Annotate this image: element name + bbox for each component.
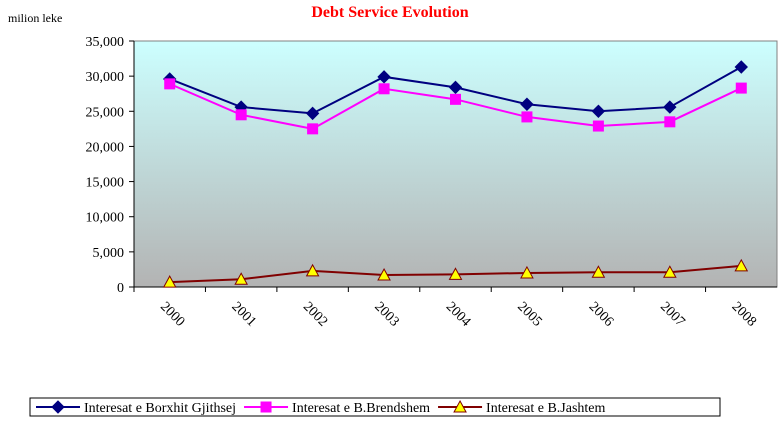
data-point bbox=[735, 82, 747, 94]
data-point bbox=[377, 268, 391, 281]
y-tick-label: 35,000 bbox=[86, 35, 125, 50]
data-point bbox=[307, 123, 319, 135]
y-axis-label: milion leke bbox=[8, 11, 62, 25]
y-tick-label: 15,000 bbox=[86, 176, 125, 191]
data-point bbox=[235, 109, 247, 121]
data-point bbox=[378, 83, 390, 95]
data-point bbox=[234, 272, 249, 285]
x-tick-label: 2000 bbox=[157, 299, 187, 329]
x-tick-label: 2003 bbox=[371, 299, 401, 329]
x-tick-label: 2006 bbox=[586, 299, 616, 329]
chart-title: Debt Service Evolution bbox=[311, 4, 468, 21]
data-point bbox=[448, 267, 463, 280]
data-point bbox=[734, 258, 749, 272]
x-tick-label: 2008 bbox=[729, 299, 759, 329]
legend-marker bbox=[260, 401, 272, 413]
legend-marker bbox=[453, 399, 467, 413]
legend-marker bbox=[51, 400, 65, 414]
y-tick-label: 0 bbox=[117, 281, 124, 296]
data-point bbox=[164, 78, 176, 90]
data-point bbox=[305, 263, 320, 277]
data-point bbox=[448, 80, 463, 95]
plot-area bbox=[133, 40, 778, 288]
y-tick-label: 30,000 bbox=[86, 70, 125, 85]
x-tick-label: 2002 bbox=[300, 299, 330, 329]
data-point bbox=[592, 120, 604, 132]
x-tick-label: 2004 bbox=[443, 299, 473, 329]
legend-label: Interesat e Borxhit Gjithsej bbox=[84, 401, 236, 416]
y-tick-label: 20,000 bbox=[86, 140, 125, 155]
x-tick-label: 2005 bbox=[514, 299, 544, 329]
data-point bbox=[591, 265, 606, 278]
data-point bbox=[305, 106, 320, 121]
x-tick-label: 2001 bbox=[228, 299, 258, 329]
data-point bbox=[591, 104, 606, 118]
legend-label: Interesat e B.Brendshem bbox=[292, 401, 430, 416]
x-tick-label: 2007 bbox=[657, 299, 687, 329]
data-point bbox=[664, 116, 676, 128]
data-point bbox=[662, 265, 677, 278]
legend bbox=[29, 397, 721, 417]
y-tick-label: 10,000 bbox=[86, 211, 125, 226]
data-point bbox=[450, 93, 461, 105]
y-tick-label: 5,000 bbox=[93, 246, 125, 261]
data-point bbox=[162, 275, 177, 288]
data-point bbox=[520, 97, 534, 111]
data-point bbox=[663, 100, 677, 114]
y-tick-label: 25,000 bbox=[86, 105, 125, 120]
data-point bbox=[521, 111, 533, 123]
data-point bbox=[377, 70, 391, 84]
data-point bbox=[520, 265, 534, 279]
legend-label: Interesat e B.Jashtem bbox=[486, 401, 605, 416]
data-point bbox=[734, 60, 748, 74]
